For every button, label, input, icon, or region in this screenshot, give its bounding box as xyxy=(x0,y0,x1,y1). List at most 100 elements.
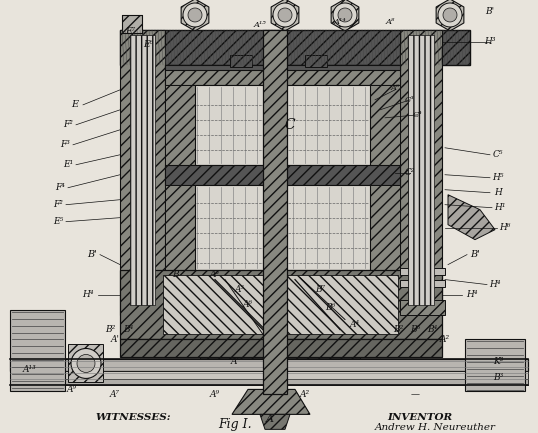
Circle shape xyxy=(443,8,457,22)
Text: Andrew H. Neureuther: Andrew H. Neureuther xyxy=(374,423,495,432)
Text: A': A' xyxy=(110,335,119,344)
Polygon shape xyxy=(260,414,290,430)
Text: H⁵: H⁵ xyxy=(492,173,504,182)
Bar xyxy=(400,30,442,314)
Bar xyxy=(400,268,445,275)
Bar xyxy=(130,35,155,304)
Polygon shape xyxy=(436,0,464,31)
Text: B⁶: B⁶ xyxy=(325,303,335,312)
Bar xyxy=(305,55,327,67)
Text: A⁹: A⁹ xyxy=(210,390,220,399)
Text: E⁵: E⁵ xyxy=(53,217,63,226)
Text: H⁴: H⁴ xyxy=(466,290,478,299)
Circle shape xyxy=(338,8,352,22)
Text: F²: F² xyxy=(53,200,63,209)
Text: E⁷: E⁷ xyxy=(125,27,135,36)
Circle shape xyxy=(188,8,202,22)
Text: A³: A³ xyxy=(210,270,220,279)
Text: B': B' xyxy=(485,7,494,16)
Text: H³: H³ xyxy=(484,37,495,46)
Bar xyxy=(370,85,400,165)
Text: H⁶: H⁶ xyxy=(499,223,511,232)
Text: H: H xyxy=(494,188,502,197)
Bar xyxy=(10,359,528,372)
Text: B⁴: B⁴ xyxy=(427,325,437,334)
Text: B²: B² xyxy=(393,325,403,334)
Circle shape xyxy=(71,349,101,378)
Text: A²: A² xyxy=(440,335,450,344)
Text: A⁵: A⁵ xyxy=(235,285,245,294)
Text: A¹⁴: A¹⁴ xyxy=(334,18,346,26)
Bar xyxy=(400,300,445,314)
Bar xyxy=(120,270,442,339)
Circle shape xyxy=(183,3,207,27)
Bar xyxy=(10,310,65,391)
Text: A⁹: A⁹ xyxy=(67,385,77,394)
Bar xyxy=(165,85,195,165)
Text: C: C xyxy=(285,118,295,132)
Bar xyxy=(120,339,442,358)
Text: F⁴: F⁴ xyxy=(55,183,65,192)
Bar xyxy=(165,65,400,85)
Circle shape xyxy=(278,8,292,22)
Polygon shape xyxy=(271,0,299,31)
Text: A¹³: A¹³ xyxy=(23,365,37,374)
Bar xyxy=(465,339,525,391)
Text: E⁶: E⁶ xyxy=(143,40,153,49)
Bar xyxy=(163,275,398,335)
Bar xyxy=(195,185,370,270)
Text: B': B' xyxy=(87,250,97,259)
Circle shape xyxy=(273,3,297,27)
Bar xyxy=(120,30,470,65)
Bar xyxy=(230,55,252,67)
Bar xyxy=(165,165,400,185)
Bar xyxy=(120,30,165,314)
Text: B⁴: B⁴ xyxy=(123,325,133,334)
Text: A⁴: A⁴ xyxy=(350,320,360,329)
Bar xyxy=(200,358,360,369)
Circle shape xyxy=(333,3,357,27)
Text: H⁴: H⁴ xyxy=(489,280,501,289)
Text: A⁶: A⁶ xyxy=(390,84,400,92)
Polygon shape xyxy=(181,0,209,31)
Text: B': B' xyxy=(470,250,480,259)
Circle shape xyxy=(77,355,95,372)
Text: F³: F³ xyxy=(60,140,70,149)
Text: K³: K³ xyxy=(493,357,503,366)
Bar xyxy=(165,65,400,70)
Text: C³: C³ xyxy=(405,96,415,104)
Text: B²: B² xyxy=(105,325,115,334)
Bar xyxy=(165,185,195,270)
Bar xyxy=(408,35,434,304)
Text: A¹⁵: A¹⁵ xyxy=(253,21,266,29)
Bar xyxy=(263,30,287,394)
Text: A: A xyxy=(266,414,274,424)
Bar xyxy=(400,280,445,287)
Text: A²: A² xyxy=(300,390,310,399)
Polygon shape xyxy=(232,389,310,414)
Text: B: B xyxy=(172,270,178,279)
Text: B⁷: B⁷ xyxy=(315,285,325,294)
Polygon shape xyxy=(331,0,359,31)
Bar xyxy=(122,15,142,33)
Polygon shape xyxy=(448,195,495,239)
Bar xyxy=(10,372,528,379)
Text: A⁷: A⁷ xyxy=(110,390,120,399)
Text: C²: C² xyxy=(405,168,415,177)
Text: —: — xyxy=(410,390,420,399)
Text: A': A' xyxy=(230,357,239,366)
Text: Fig I.: Fig I. xyxy=(218,418,252,431)
Text: A⁶: A⁶ xyxy=(243,300,253,309)
Bar xyxy=(68,345,103,382)
Text: INVENTOR: INVENTOR xyxy=(387,413,452,422)
Bar xyxy=(370,185,400,270)
Text: C⁴: C⁴ xyxy=(413,111,423,119)
Text: C⁵: C⁵ xyxy=(493,150,503,159)
Text: B³: B³ xyxy=(493,373,503,382)
Text: WITNESSES:: WITNESSES: xyxy=(95,413,171,422)
Text: F²: F² xyxy=(63,120,73,129)
Circle shape xyxy=(438,3,462,27)
Text: E¹: E¹ xyxy=(63,160,73,169)
Text: B⁵: B⁵ xyxy=(410,325,420,334)
Text: H⁴: H⁴ xyxy=(82,290,94,299)
